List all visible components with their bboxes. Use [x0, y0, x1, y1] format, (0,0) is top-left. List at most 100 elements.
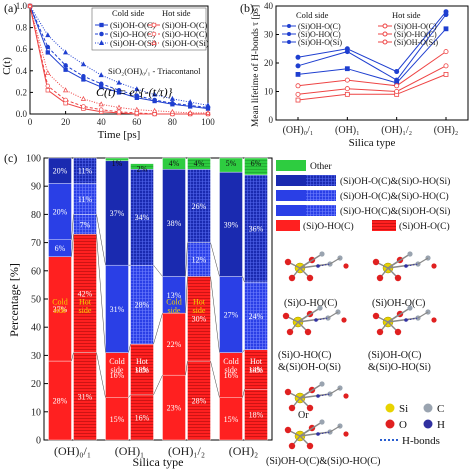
panel-c-xlabel: Silica type	[133, 455, 184, 469]
hbond-line	[318, 431, 331, 435]
hbond-line	[318, 263, 331, 267]
a-data-point	[63, 87, 69, 93]
a-legend-cold-label: (Si)O-HO(C)	[110, 29, 155, 39]
o-atom	[284, 426, 292, 434]
o-atom	[304, 328, 312, 336]
a-xtick-label: 0	[28, 117, 33, 127]
c-segment-label: 14%	[249, 366, 264, 375]
panel-b-ticks: 0 10 20 30 40 (OH)₀/₁ (OH)₁ (OH)₁/₂ (OH)₂	[264, 1, 458, 136]
b-legend-hot-marker	[382, 31, 388, 37]
c-segment-label: 11%	[78, 167, 93, 176]
a-series-line	[29, 5, 208, 115]
a-data-point	[169, 108, 175, 114]
b-data-point	[295, 91, 301, 97]
b-legend-cold-label: (Si)OH-O(Si)	[298, 38, 342, 47]
b-xtick-label: (OH)₀/₁	[283, 125, 314, 136]
h-atom	[404, 318, 408, 322]
b-data-point	[344, 91, 350, 97]
o-atom	[306, 404, 314, 412]
a-data-point	[152, 107, 158, 113]
c-connector-line	[96, 352, 106, 398]
b-series-line	[297, 11, 447, 73]
a-data-point	[116, 79, 122, 85]
c-side-label: side	[136, 365, 149, 374]
bond	[417, 311, 429, 319]
a-xtick-label: 80	[168, 117, 178, 127]
c-ytick-label: 10	[31, 407, 41, 418]
c-bar-segment	[73, 157, 97, 184]
c-segment-label: 5%	[226, 159, 237, 168]
c-segment-label: 31%	[110, 305, 125, 314]
c-side-label: side	[79, 306, 92, 315]
c-segment-label: 26%	[192, 202, 207, 211]
c-side-label: Cold	[166, 298, 182, 307]
c-side-label: Hot	[136, 357, 149, 366]
mol-label-3a: (Si)O-HO(C)	[278, 350, 331, 361]
c-legend-swatch-hatch	[306, 205, 336, 216]
a-ytick-label: 0.2	[16, 87, 27, 97]
panel-c-bars: 28%37%6%20%20%Coldside31%42%7%11%11%Hots…	[48, 157, 268, 441]
bond	[299, 383, 323, 399]
a-data-point	[27, 3, 33, 8]
o-atom	[394, 274, 402, 282]
c-segment-label: 4%	[194, 159, 205, 168]
b-ytick-label: 40	[264, 1, 274, 11]
b-legend-cold-label: (Si)OH-O(C)	[298, 22, 341, 31]
molecule-illustrations	[282, 251, 437, 450]
c-segment-label: 18%	[135, 366, 150, 375]
a-data-point	[81, 104, 86, 109]
b-data-point	[394, 77, 400, 83]
c-atom	[317, 305, 323, 311]
hbond-line	[316, 317, 329, 321]
bond	[299, 421, 323, 437]
o-atom	[343, 393, 349, 399]
c-connector-line	[153, 313, 163, 345]
hbond-legend-label: H-bonds	[402, 435, 440, 447]
c-connector-line	[210, 360, 220, 398]
a-legend-hot-marker	[151, 22, 157, 28]
b-xtick-label: (OH)₂	[434, 125, 459, 136]
c-side-label: side	[225, 365, 238, 374]
o-atom	[376, 274, 384, 282]
panel-b-xlabel: Silica type	[349, 137, 396, 149]
a-legend-cold-label: (Si)OH-O(Si)	[110, 38, 157, 48]
h-atom	[316, 264, 320, 268]
panel-b-legend-cold-title: Cold side	[296, 10, 329, 20]
a-ytick-label: 0.0	[16, 109, 28, 119]
molecule-labels: (Si)O-HO(C) (Si)OH-O(C) (Si)O-HO(C) &(Si…	[266, 298, 431, 467]
c-ytick-label: 70	[31, 238, 41, 249]
a-data-point	[187, 109, 193, 115]
a-legend-hot-marker	[151, 40, 157, 45]
a-data-point	[45, 44, 51, 50]
a-data-point	[116, 87, 122, 93]
b-data-point	[394, 89, 400, 95]
c-connector-line	[242, 276, 245, 283]
b-data-point	[295, 97, 301, 103]
c-segment-label: 12%	[192, 256, 207, 265]
c-segment-label: 28%	[135, 301, 150, 310]
a-data-point	[45, 50, 50, 55]
a-data-point	[170, 100, 175, 106]
c-side-label: Cold	[223, 357, 239, 366]
a-ytick-label: 0.8	[16, 23, 28, 33]
a-legend-hot-label: (Si)O-HO(C)	[162, 29, 207, 39]
b-xtick-label: (OH)₁/₂	[381, 125, 412, 136]
c-side-label: Hot	[250, 357, 263, 366]
a-data-point	[63, 63, 68, 68]
c-xtick-label: (OH)₁	[115, 444, 145, 458]
panel-a-ticks: 0.0 0.2 0.4 0.6 0.8 1.0 0 20 40 60 80 100	[16, 1, 216, 127]
c-segment-label: 15%	[224, 415, 239, 424]
a-data-point	[152, 91, 158, 97]
b-legend-cold-marker	[287, 24, 291, 28]
mol-label-3b: &(Si)OH-O(Si)	[278, 362, 341, 373]
bond	[329, 387, 341, 395]
atom-legend-dot	[385, 403, 395, 413]
a-data-point	[205, 109, 211, 115]
c-legend-swatch-solid	[276, 160, 306, 171]
c-connector-line	[185, 361, 188, 376]
c-xtick-label: (OH)₂	[229, 444, 259, 458]
c-legend-swatch-solid	[276, 205, 306, 216]
a-legend-hot-marker	[151, 31, 157, 37]
c-ytick-label: 80	[31, 210, 41, 221]
panel-c-stacked-bars: (c) 0 10 20 30 40 50 60 70 80 90 100 (OH)₀/₁ (OH)₁ (O…	[4, 151, 273, 469]
